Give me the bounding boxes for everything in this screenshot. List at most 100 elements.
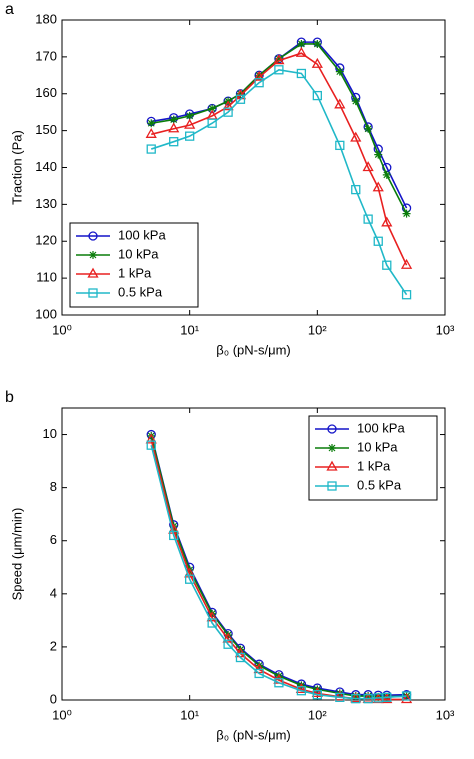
marker [274, 65, 284, 75]
series [146, 65, 412, 300]
y-axis-label: Traction (Pa) [9, 130, 24, 205]
marker [351, 97, 360, 106]
panel-label: a [5, 1, 14, 18]
marker [296, 68, 307, 79]
series-line [150, 444, 407, 700]
x-tick-label: 10² [308, 322, 327, 337]
y-tick-label: 6 [50, 532, 57, 547]
x-tick-label: 10¹ [180, 322, 199, 337]
marker [235, 94, 246, 104]
y-tick-label: 8 [50, 479, 57, 494]
marker [350, 131, 362, 142]
legend-label: 10 kPa [357, 439, 398, 454]
marker [334, 690, 346, 701]
y-tick-label: 100 [35, 306, 57, 321]
legend: 100 kPa 10 kPa 1 kPa 0.5 kPa [308, 415, 438, 501]
marker [236, 89, 245, 98]
legend-marker [328, 444, 336, 452]
series [147, 39, 411, 218]
series [145, 46, 413, 269]
legend-label: 100 kPa [118, 227, 166, 242]
marker [311, 57, 323, 68]
marker [169, 115, 178, 124]
legend-marker [87, 267, 99, 278]
marker [335, 692, 345, 702]
marker [334, 98, 346, 109]
x-axis-label: β₀ (pN-s/μm) [216, 342, 291, 357]
marker [363, 214, 373, 224]
marker [351, 692, 360, 701]
legend-label: 0.5 kPa [357, 477, 402, 492]
y-tick-label: 10 [43, 426, 57, 441]
marker [184, 118, 196, 129]
marker [168, 122, 180, 133]
marker [222, 632, 234, 643]
legend-label: 10 kPa [118, 246, 159, 261]
y-tick-label: 110 [36, 270, 57, 285]
marker [146, 440, 156, 450]
marker [222, 100, 234, 111]
marker [223, 639, 233, 649]
series-line [150, 68, 408, 296]
marker [274, 678, 284, 688]
marker [363, 694, 373, 704]
marker [400, 258, 413, 269]
legend-marker [88, 288, 98, 298]
marker [169, 530, 179, 541]
x-tick-label: 10³ [436, 322, 455, 337]
marker [206, 611, 218, 622]
marker [362, 161, 374, 172]
marker [254, 668, 264, 679]
y-axis-label: Speed (μm/min) [9, 508, 24, 601]
marker [401, 290, 412, 300]
y-tick-label: 180 [35, 11, 57, 26]
marker [147, 119, 156, 128]
marker [255, 71, 264, 80]
x-tick-label: 10⁰ [52, 707, 72, 722]
marker [402, 209, 411, 218]
marker [145, 433, 157, 444]
marker [185, 131, 195, 141]
plot-frame [61, 407, 446, 701]
marker [274, 54, 283, 63]
x-tick-label: 10³ [436, 707, 455, 722]
marker [253, 70, 265, 81]
y-tick-label: 120 [35, 233, 57, 248]
marker [297, 39, 306, 48]
marker [207, 118, 217, 128]
marker [185, 574, 195, 584]
legend-label: 1 kPa [118, 265, 152, 280]
marker [208, 104, 217, 113]
marker [207, 618, 217, 628]
marker [401, 691, 412, 701]
series [146, 440, 412, 704]
marker [374, 692, 383, 701]
legend-marker [327, 424, 337, 434]
marker [382, 260, 392, 270]
marker [312, 90, 322, 101]
legend-marker [89, 251, 97, 259]
y-tick-label: 170 [35, 48, 57, 63]
marker [402, 692, 411, 701]
legend-marker [326, 460, 338, 471]
marker [273, 54, 285, 65]
panel-label: b [5, 389, 14, 406]
series-line [150, 439, 407, 701]
marker [381, 216, 393, 227]
marker [364, 124, 373, 133]
x-tick-label: 10⁰ [52, 322, 72, 337]
marker [374, 150, 383, 159]
marker [351, 184, 361, 195]
legend-marker [327, 481, 337, 491]
y-tick-label: 130 [35, 196, 57, 211]
y-tick-label: 2 [50, 638, 57, 653]
marker [295, 683, 307, 694]
marker [223, 107, 233, 117]
y-tick-label: 160 [35, 85, 57, 100]
marker [312, 690, 322, 700]
marker [254, 78, 264, 88]
series-line [151, 43, 408, 214]
marker [373, 236, 383, 246]
series-line [150, 435, 407, 698]
